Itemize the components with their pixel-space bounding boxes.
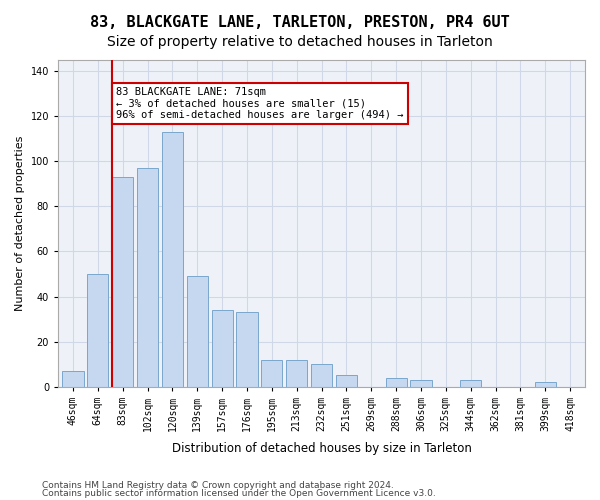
Text: Contains public sector information licensed under the Open Government Licence v3: Contains public sector information licen… <box>42 488 436 498</box>
Bar <box>460 380 481 386</box>
Bar <box>162 132 183 386</box>
Bar <box>386 378 407 386</box>
Bar <box>137 168 158 386</box>
Bar <box>236 312 257 386</box>
Bar <box>87 274 109 386</box>
Bar <box>112 177 133 386</box>
Y-axis label: Number of detached properties: Number of detached properties <box>15 136 25 311</box>
Bar <box>336 376 357 386</box>
Bar <box>311 364 332 386</box>
Bar <box>187 276 208 386</box>
Text: Contains HM Land Registry data © Crown copyright and database right 2024.: Contains HM Land Registry data © Crown c… <box>42 481 394 490</box>
Bar <box>410 380 431 386</box>
Text: 83, BLACKGATE LANE, TARLETON, PRESTON, PR4 6UT: 83, BLACKGATE LANE, TARLETON, PRESTON, P… <box>90 15 510 30</box>
Bar <box>261 360 283 386</box>
Bar <box>62 371 83 386</box>
Bar <box>286 360 307 386</box>
X-axis label: Distribution of detached houses by size in Tarleton: Distribution of detached houses by size … <box>172 442 472 455</box>
Bar <box>212 310 233 386</box>
Text: 83 BLACKGATE LANE: 71sqm
← 3% of detached houses are smaller (15)
96% of semi-de: 83 BLACKGATE LANE: 71sqm ← 3% of detache… <box>116 87 403 120</box>
Text: Size of property relative to detached houses in Tarleton: Size of property relative to detached ho… <box>107 35 493 49</box>
Bar <box>535 382 556 386</box>
